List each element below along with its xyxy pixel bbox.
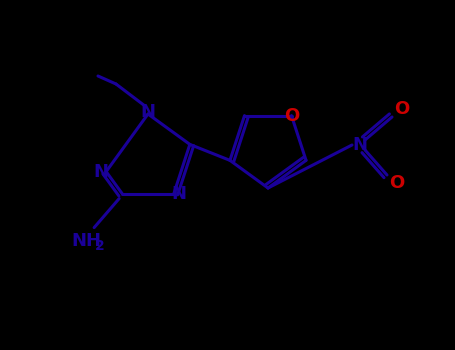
Text: O: O bbox=[394, 100, 410, 118]
Text: O: O bbox=[284, 107, 299, 125]
Text: N: N bbox=[141, 103, 156, 121]
Text: N: N bbox=[172, 184, 187, 203]
Text: N: N bbox=[353, 136, 368, 154]
Text: N: N bbox=[94, 163, 109, 181]
Text: NH: NH bbox=[71, 232, 101, 250]
Text: 2: 2 bbox=[95, 239, 105, 253]
Text: O: O bbox=[389, 174, 404, 192]
